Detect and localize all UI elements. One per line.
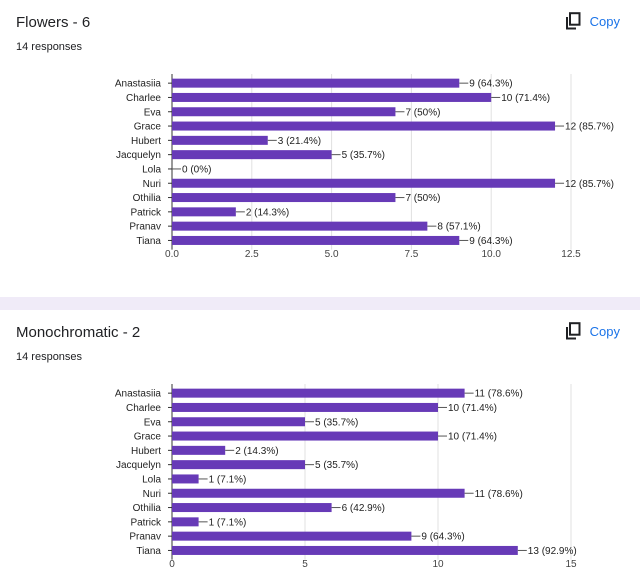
data-label: 3 (21.4%) — [278, 136, 321, 147]
x-tick-label: 2.5 — [245, 249, 259, 260]
bar — [172, 135, 268, 145]
bar — [172, 431, 438, 441]
question-card-flowers: Flowers - 6 14 responses Copy 0.0 2.5 5.0 7… — [0, 0, 640, 297]
bar — [172, 193, 396, 203]
bar — [172, 445, 226, 455]
bar — [172, 503, 332, 513]
bar — [172, 402, 438, 412]
category-label: Othilia — [133, 503, 162, 514]
data-label: 11 (78.6%) — [475, 389, 523, 400]
data-label: 13 (92.9%) — [528, 546, 577, 557]
data-label: 9 (64.3%) — [421, 532, 464, 543]
copy-icon — [565, 322, 581, 340]
data-label: 2 (14.3%) — [246, 207, 289, 218]
copy-label: Copy — [589, 13, 620, 29]
data-label: 10 (71.4%) — [501, 93, 550, 104]
bar — [172, 388, 465, 398]
category-label: Jacquelyn — [116, 150, 161, 161]
data-label: 9 (64.3%) — [469, 236, 512, 247]
category-label: Tiana — [136, 546, 161, 557]
data-label: 7 (50%) — [405, 193, 440, 204]
x-tick-label: 7.5 — [404, 249, 418, 260]
bar — [172, 488, 465, 498]
bar — [172, 517, 199, 527]
data-label: 5 (35.7%) — [315, 460, 358, 471]
category-label: Grace — [134, 432, 162, 443]
data-label: 1 (7.1%) — [209, 517, 247, 528]
bar — [172, 235, 460, 245]
data-label: 5 (35.7%) — [315, 417, 358, 428]
category-label: Charlee — [126, 403, 161, 414]
data-label: 6 (42.9%) — [342, 503, 385, 514]
category-label: Charlee — [126, 93, 161, 104]
copy-chart-button[interactable]: Copy — [565, 12, 620, 30]
bar — [172, 107, 396, 117]
x-tick-label: 5 — [302, 559, 308, 570]
data-label: 10 (71.4%) — [448, 432, 497, 443]
data-label: 2 (14.3%) — [235, 446, 278, 457]
bar — [172, 121, 556, 131]
x-tick-label: 10 — [432, 559, 444, 570]
category-label: Pranav — [129, 222, 161, 233]
question-title: Monochromatic - 2 — [16, 324, 141, 341]
category-label: Anastasiia — [115, 79, 162, 90]
category-label: Eva — [144, 417, 162, 428]
category-label: Hubert — [131, 136, 161, 147]
bar — [172, 178, 556, 188]
question-title: Flowers - 6 — [16, 14, 91, 31]
data-label: 8 (57.1%) — [437, 222, 480, 233]
response-count: 14 responses — [16, 351, 83, 363]
bar — [172, 417, 305, 427]
bar — [172, 531, 412, 541]
copy-icon — [565, 12, 581, 30]
data-label: 10 (71.4%) — [448, 403, 497, 414]
category-label: Lola — [142, 164, 161, 175]
data-label: 7 (50%) — [405, 107, 440, 118]
data-label: 1 (7.1%) — [209, 474, 247, 485]
x-tick-label: 0.0 — [165, 249, 179, 260]
category-label: Jacquelyn — [116, 460, 161, 471]
bar — [172, 221, 428, 231]
bar — [172, 474, 199, 484]
bar — [172, 207, 236, 217]
bar — [172, 545, 518, 555]
data-label: 12 (85.7%) — [565, 122, 614, 133]
category-label: Lola — [142, 474, 161, 485]
data-label: 11 (78.6%) — [475, 489, 523, 500]
bar — [172, 78, 460, 88]
x-tick-label: 5.0 — [325, 249, 339, 260]
bar-chart-monochromatic: 0 5 10 15 Anastasiia 11 (78.6%) Charlee 10 (71.… — [115, 384, 577, 570]
category-label: Patrick — [130, 517, 162, 528]
category-label: Hubert — [131, 446, 161, 457]
category-label: Nuri — [143, 179, 161, 190]
bar-chart-flowers: 0.0 2.5 5.0 7.5 10.0 12.5 Anastasiia 9 (64.3%) C… — [115, 74, 614, 260]
x-tick-label: 15 — [565, 559, 577, 570]
copy-chart-button[interactable]: Copy — [565, 322, 620, 340]
category-label: Othilia — [133, 193, 162, 204]
data-label: 12 (85.7%) — [565, 179, 614, 190]
data-label: 5 (35.7%) — [342, 150, 385, 161]
category-label: Tiana — [136, 236, 161, 247]
bar — [172, 92, 492, 102]
data-label: 9 (64.3%) — [469, 79, 512, 90]
category-label: Grace — [134, 122, 162, 133]
x-tick-label: 10.0 — [481, 249, 501, 260]
category-label: Eva — [144, 107, 162, 118]
bar — [172, 460, 305, 470]
copy-label: Copy — [589, 323, 620, 339]
category-label: Nuri — [143, 489, 161, 500]
bar — [172, 150, 332, 160]
category-label: Anastasiia — [115, 389, 162, 400]
data-label: 0 (0%) — [182, 164, 211, 175]
x-tick-label: 0 — [169, 559, 175, 570]
category-label: Patrick — [130, 207, 162, 218]
x-tick-label: 12.5 — [561, 249, 581, 260]
response-count: 14 responses — [16, 41, 83, 53]
question-card-monochromatic: Monochromatic - 2 14 responses Copy 0 5 10… — [0, 310, 640, 588]
category-label: Pranav — [129, 532, 161, 543]
